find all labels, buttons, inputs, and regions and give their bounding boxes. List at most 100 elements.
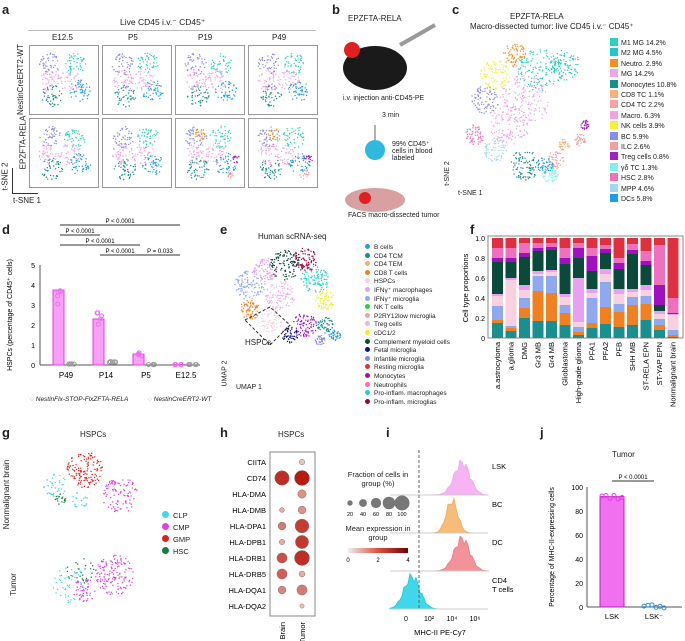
cell-point xyxy=(48,69,50,71)
cell-point xyxy=(155,170,158,172)
cell-point xyxy=(133,158,136,160)
cell-point xyxy=(55,142,57,145)
bar-segment xyxy=(613,269,625,289)
cell-point xyxy=(521,56,523,59)
cell-point xyxy=(532,51,535,53)
cell-point xyxy=(41,75,43,77)
p-value-label: P < 0.0001 xyxy=(85,239,115,245)
cell-cluster xyxy=(195,129,206,140)
cell-point xyxy=(129,98,132,100)
cell-point xyxy=(219,63,222,65)
cell-point xyxy=(522,121,524,124)
cell-point xyxy=(262,97,264,99)
cell-point xyxy=(283,298,285,300)
cell-point xyxy=(143,161,146,164)
cell-point xyxy=(189,138,191,140)
cell-point xyxy=(46,86,49,89)
cell-point xyxy=(225,171,228,174)
cell-point xyxy=(75,167,77,169)
cell-point xyxy=(219,140,221,142)
cell-cluster xyxy=(204,70,226,93)
cell-point xyxy=(534,166,537,168)
cell-point xyxy=(291,262,293,265)
cell-point xyxy=(267,323,270,326)
cell-point xyxy=(300,258,303,261)
legend-label: Treg cells xyxy=(374,321,402,329)
cell-point xyxy=(225,155,227,158)
cell-point xyxy=(316,298,319,300)
cell-point xyxy=(279,83,281,86)
cell-point xyxy=(222,157,224,159)
cell-point xyxy=(219,152,221,155)
cell-point xyxy=(74,55,76,57)
cell-point xyxy=(577,139,580,142)
cell-point xyxy=(207,154,210,156)
cell-point xyxy=(217,96,219,98)
cell-point xyxy=(519,45,522,47)
cell-cluster xyxy=(510,151,540,181)
cell-point xyxy=(122,86,125,88)
cell-point xyxy=(291,161,294,164)
cell-point xyxy=(61,82,63,84)
cell-point xyxy=(143,141,145,143)
cell-point xyxy=(269,77,271,79)
cell-point xyxy=(490,121,493,123)
cell-point xyxy=(269,278,271,281)
cell-point xyxy=(497,155,499,158)
cell-point xyxy=(330,302,333,304)
cell-point xyxy=(196,140,198,143)
cell-point xyxy=(555,172,557,174)
cell-point xyxy=(547,101,549,104)
cell-point xyxy=(486,83,488,85)
cell-point xyxy=(315,268,317,271)
cell-point xyxy=(71,88,73,90)
cell-point xyxy=(70,161,73,164)
cell-point xyxy=(260,279,262,282)
cell-point xyxy=(336,336,338,338)
cell-point xyxy=(197,68,200,71)
cell-point xyxy=(584,120,587,122)
cell-point xyxy=(289,342,291,344)
cell-point xyxy=(143,154,146,157)
cell-point xyxy=(300,59,302,62)
cell-point xyxy=(556,156,558,158)
cell-point xyxy=(66,157,69,159)
cell-point xyxy=(287,129,289,132)
cell-point xyxy=(42,78,44,81)
cell-point xyxy=(300,278,302,280)
cell-point xyxy=(298,314,301,316)
cell-point xyxy=(301,143,304,145)
cell-point xyxy=(529,51,531,53)
cell-point xyxy=(220,125,222,127)
cell-point xyxy=(248,296,251,298)
cell-point xyxy=(115,138,117,140)
cell-point xyxy=(198,54,201,56)
cell-point xyxy=(301,91,303,93)
cell-point xyxy=(149,68,151,70)
cell-point xyxy=(275,145,278,148)
cell-point xyxy=(225,68,227,70)
cell-point xyxy=(251,310,254,313)
cell-point xyxy=(262,269,264,271)
cell-point xyxy=(308,160,310,163)
cell-point xyxy=(327,317,329,320)
cell-point xyxy=(576,133,579,136)
row-label-wt: NestinCreERT2-WT xyxy=(15,44,25,115)
cell-point xyxy=(140,70,142,73)
legend-item: Treg cells xyxy=(365,321,450,330)
cell-point xyxy=(491,132,494,135)
cell-point xyxy=(491,92,493,95)
cell-point xyxy=(195,162,197,164)
cell-point xyxy=(502,52,505,54)
cell-point xyxy=(500,81,503,83)
cell-point xyxy=(515,168,517,171)
cell-point xyxy=(310,260,312,263)
cell-point xyxy=(532,66,534,69)
cell-point xyxy=(270,104,273,107)
cell-point xyxy=(507,128,510,131)
bar-segment xyxy=(546,238,557,243)
legend-item: CD4 TCM xyxy=(365,252,450,262)
cell-point xyxy=(294,90,296,93)
cell-point xyxy=(493,85,495,87)
cell-point xyxy=(287,145,289,147)
